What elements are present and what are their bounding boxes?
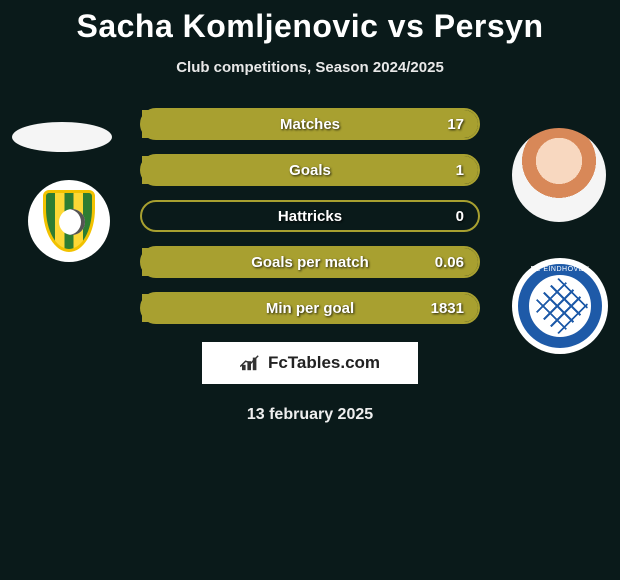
stats-container: Matches 17 Goals 1 Hattricks 0 Goals per match… (0, 108, 620, 324)
stat-label: Matches (280, 116, 340, 133)
chart-icon (240, 354, 262, 372)
stat-row: Min per goal 1831 (140, 292, 480, 324)
stat-label: Goals (289, 162, 331, 179)
stat-row: Goals 1 (140, 154, 480, 186)
date-text: 13 february 2025 (0, 406, 620, 424)
stat-value-right: 1831 (431, 300, 464, 317)
stat-row: Hattricks 0 (140, 200, 480, 232)
stat-label: Goals per match (251, 254, 369, 271)
stat-value-right: 17 (447, 116, 464, 133)
stat-label: Hattricks (278, 208, 342, 225)
stat-label: Min per goal (266, 300, 354, 317)
stat-value-right: 0 (456, 208, 464, 225)
stat-value-right: 1 (456, 162, 464, 179)
stat-value-right: 0.06 (435, 254, 464, 271)
page-subtitle: Club competitions, Season 2024/2025 (0, 59, 620, 76)
watermark: FcTables.com (202, 342, 418, 384)
page-title: Sacha Komljenovic vs Persyn (0, 0, 620, 45)
watermark-text: FcTables.com (268, 353, 380, 373)
stat-row: Matches 17 (140, 108, 480, 140)
stat-row: Goals per match 0.06 (140, 246, 480, 278)
